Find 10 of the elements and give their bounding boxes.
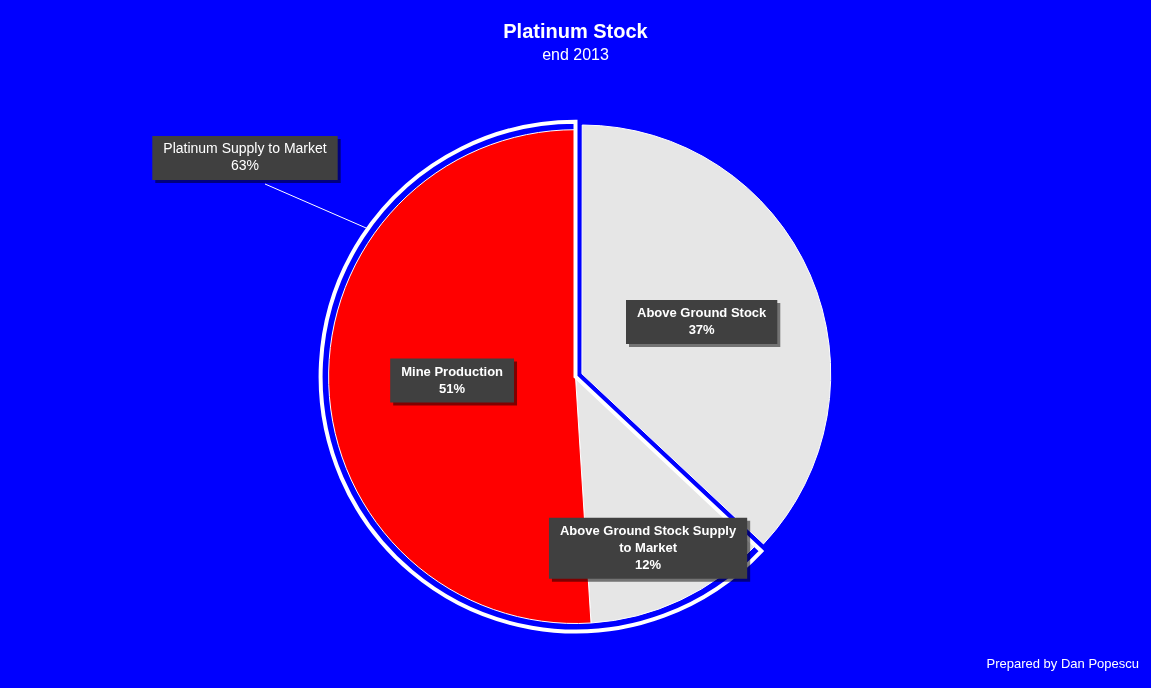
slice-label: Above Ground Stock bbox=[637, 305, 768, 321]
data-label: 12% bbox=[635, 556, 662, 572]
data-label: 51% bbox=[439, 380, 466, 396]
text: Prepared by Dan Popescu bbox=[986, 656, 1139, 671]
slice-label: Above Ground Stock Supply to Market bbox=[559, 522, 737, 555]
slice-label: Mine Production bbox=[401, 363, 504, 379]
chart-subtitle: end 2013 bbox=[542, 46, 609, 64]
text: Platinum Supply to Market 63% bbox=[163, 140, 327, 174]
data-label: 37% bbox=[688, 322, 716, 338]
chart-title: Platinum Stock bbox=[503, 19, 649, 42]
